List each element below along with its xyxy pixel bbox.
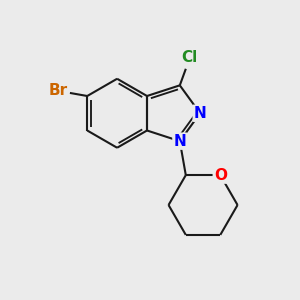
Text: N: N [173,134,186,149]
Text: O: O [214,168,227,183]
Text: N: N [194,106,206,121]
Text: Br: Br [49,83,68,98]
Text: Cl: Cl [182,50,198,65]
